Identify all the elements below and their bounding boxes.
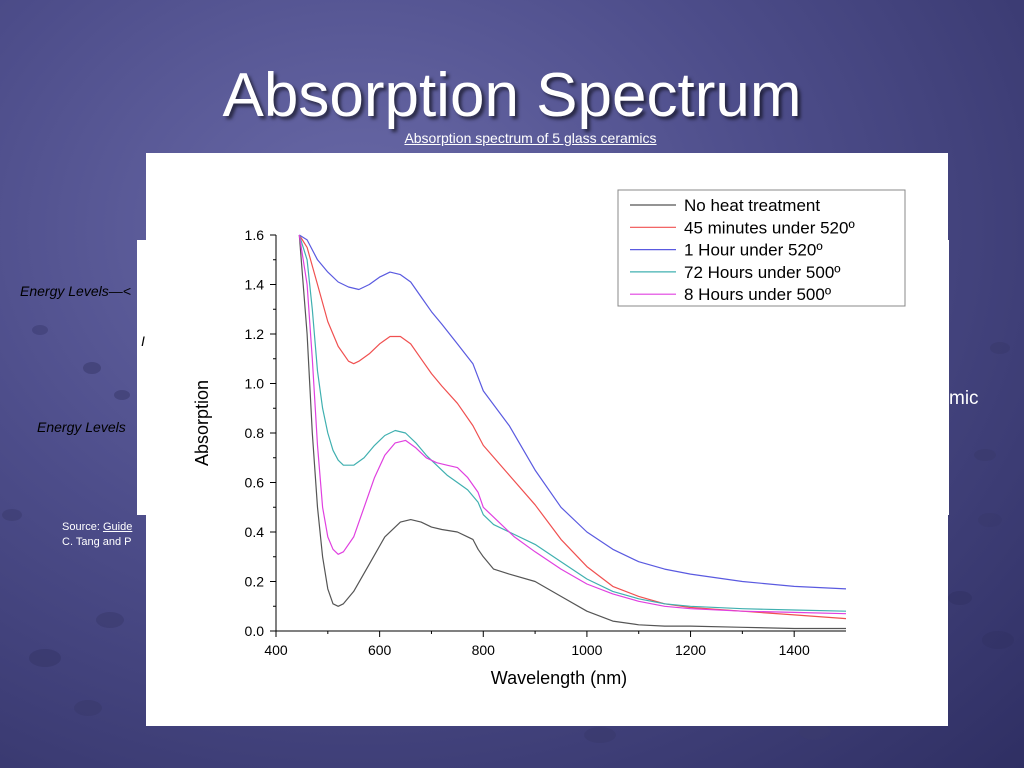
- right-text-fragment: mic: [949, 388, 979, 409]
- chart-svg: 400 600 800 1000 1200 1400 0.0 0.2 0.4 0.6 0.8 1.0…: [192, 189, 906, 688]
- y-tick-label: 1.6: [245, 227, 265, 243]
- x-axis-label: Wavelength (nm): [491, 668, 627, 688]
- absorption-chart: 400 600 800 1000 1200 1400 0.0 0.2 0.4 0.6 0.8 1.0…: [146, 153, 948, 726]
- legend-entry-5: 8 Hours under 500º: [684, 285, 831, 304]
- x-tick-label: 600: [368, 642, 392, 658]
- legend-entry-4: 72 Hours under 500º: [684, 263, 840, 282]
- y-tick-label: 0.6: [245, 475, 265, 491]
- slide-title: Absorption Spectrum: [222, 61, 802, 130]
- y-tick-label: 0.4: [245, 524, 265, 540]
- legend-entry-3: 1 Hour under 520º: [684, 241, 823, 260]
- y-ticks: 0.0 0.2 0.4 0.6 0.8 1.0 1.2 1.4 1.6: [245, 227, 276, 639]
- legend-box: [617, 189, 906, 307]
- legend-entry-1: No heat treatment: [684, 196, 820, 215]
- series-line-2: [298, 234, 847, 620]
- x-ticks: 400 600 800 1000 1200 1400: [264, 631, 810, 658]
- series-line-1: [298, 234, 846, 630]
- energy-levels-label-1: Energy Levels—<: [20, 283, 131, 299]
- legend: No heat treatment 45 minutes under 520º 1 …: [617, 189, 906, 307]
- source-citation: Source: Guide C. Tang and P: [62, 521, 133, 548]
- x-tick-label: 800: [472, 642, 496, 658]
- energy-levels-label-2: Energy Levels: [37, 419, 126, 435]
- y-tick-label: 0.8: [245, 425, 265, 441]
- x-tick-label: 1200: [675, 642, 706, 658]
- x-tick-label: 1000: [571, 642, 602, 658]
- legend-entry-2: 45 minutes under 520º: [684, 218, 855, 237]
- chart-caption-link[interactable]: Absorption spectrum of 5 glass ceramics: [404, 130, 657, 146]
- x-tick-label: 1400: [779, 642, 810, 658]
- plot-lines: [298, 234, 847, 630]
- y-tick-label: 0.2: [245, 574, 265, 590]
- side-fragment: I: [141, 333, 145, 349]
- x-tick-label: 400: [264, 642, 288, 658]
- legend-items: No heat treatment 45 minutes under 520º 1 …: [630, 196, 855, 304]
- y-tick-label: 0.0: [245, 623, 265, 639]
- y-tick-label: 1.2: [245, 326, 265, 342]
- y-axis-label: Absorption: [192, 380, 212, 466]
- series-line-3: [298, 234, 847, 590]
- series-line-4: [298, 234, 847, 612]
- series-line-5: [298, 234, 847, 615]
- y-tick-label: 1.4: [245, 277, 265, 293]
- source-link[interactable]: Guide: [102, 521, 133, 533]
- y-tick-label: 1.0: [245, 376, 265, 392]
